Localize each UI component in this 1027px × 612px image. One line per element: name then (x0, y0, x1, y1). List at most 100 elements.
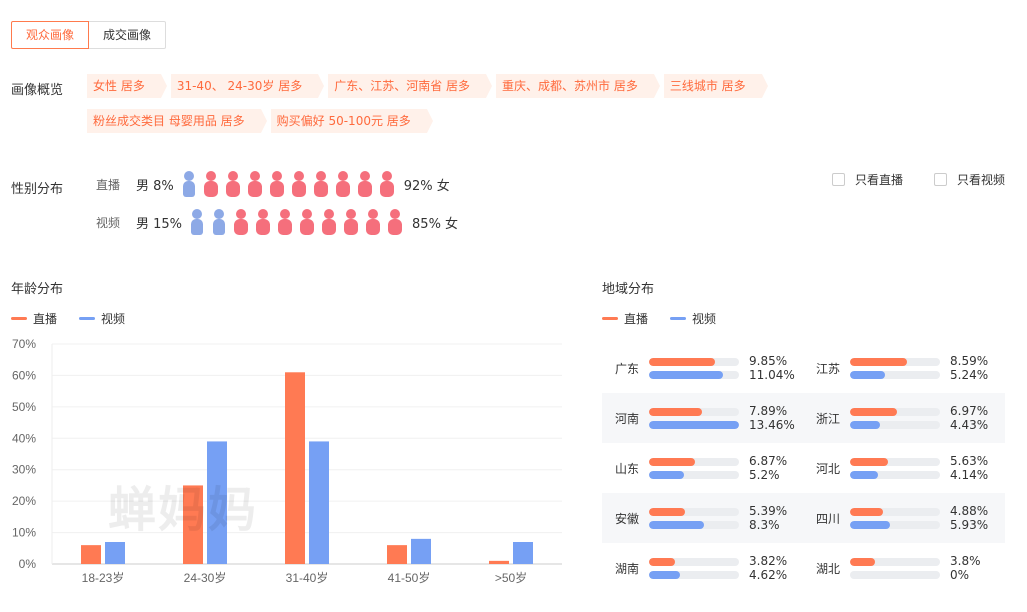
female-person-icon (356, 171, 374, 197)
female-person-icon (254, 209, 272, 235)
video-bar-track (850, 570, 940, 579)
bar-live (285, 372, 305, 564)
video-bar (649, 370, 723, 379)
tab-deal-portrait[interactable]: 成交画像 (89, 21, 167, 49)
region-item: 江苏 8.59% 5.24% (803, 354, 1004, 382)
female-percent: 85% 女 (412, 216, 459, 232)
filter-live-only[interactable]: 只看直播 (832, 171, 903, 188)
region-bars (649, 457, 739, 479)
live-percent: 9.85% (749, 354, 788, 368)
video-bar (649, 520, 704, 529)
video-percent: 4.14% (950, 468, 989, 482)
overview-tag: 广东、江苏、河南省 居多 (328, 74, 492, 98)
female-percent: 92% 女 (403, 178, 450, 194)
overview-tags: 女性 居多 31-40、 24-30岁 居多 广东、江苏、河南省 居多 重庆、成都、苏… (87, 74, 927, 133)
video-bar-track (649, 420, 739, 429)
y-tick-label: 10% (12, 526, 36, 540)
province-name: 湖南 (615, 561, 640, 576)
video-percent: 4.43% (950, 418, 989, 432)
legend-item-live[interactable]: 直播 (11, 310, 57, 327)
live-bar-track (649, 507, 739, 516)
live-bar (649, 507, 685, 516)
region-values: 4.88% 5.93% (950, 504, 988, 532)
region-values: 5.63% 4.14% (950, 454, 988, 482)
female-person-icon (298, 209, 316, 235)
male-person-icon (210, 209, 228, 235)
legend-item-video[interactable]: 视频 (670, 310, 716, 327)
region-values: 8.59% 5.24% (950, 354, 988, 382)
gender-icons (180, 171, 396, 197)
overview-tag: 粉丝成交类目 母婴用品 居多 (87, 109, 267, 133)
live-percent: 5.39% (749, 504, 788, 518)
bar-live (489, 560, 509, 564)
female-person-icon (276, 209, 294, 235)
legend-item-live[interactable]: 直播 (602, 310, 648, 327)
region-item: 湖北 3.8% 0% (803, 554, 1004, 582)
live-bar-track (850, 407, 940, 416)
filter-video-only[interactable]: 只看视频 (934, 171, 1005, 188)
legend-item-video[interactable]: 视频 (79, 310, 125, 327)
region-row: 安徽 5.39% 8.3% 四川 4.88% 5.93% (602, 493, 1005, 543)
region-bars (649, 557, 739, 579)
video-bar-track (850, 470, 940, 479)
bar-video (105, 542, 125, 564)
legend-label: 视频 (692, 312, 717, 326)
video-bar-track (649, 470, 739, 479)
live-bar (850, 557, 875, 566)
live-bar-track (850, 457, 940, 466)
x-tick-label: 41-50岁 (388, 570, 431, 585)
region-bars (850, 407, 940, 429)
y-tick-label: 20% (12, 494, 36, 508)
region-values: 3.8% 0% (950, 554, 981, 582)
x-tick-label: 31-40岁 (286, 570, 329, 585)
gender-row-video: 视频 男 15% 85% 女 (96, 209, 458, 235)
gender-row-type: 视频 (96, 215, 121, 230)
gender-row-type: 直播 (96, 177, 121, 192)
overview-tag: 三线城市 居多 (663, 74, 768, 98)
x-tick-label: >50岁 (495, 570, 527, 585)
tab-audience-portrait[interactable]: 观众画像 (11, 21, 90, 49)
province-name: 广东 (615, 361, 640, 376)
region-list: 广东 9.85% 11.04% 江苏 8.59% 5.24% 河南 7.89% 13.46% 浙江… (602, 343, 1005, 593)
region-row: 湖南 3.82% 4.62% 湖北 3.8% 0% (602, 543, 1005, 593)
legend-swatch (602, 317, 618, 320)
video-percent: 11.04% (749, 368, 795, 382)
gender-row-live: 直播 男 8% 92% 女 (96, 171, 450, 197)
live-percent: 6.87% (749, 454, 788, 468)
overview-tag: 女性 居多 (87, 74, 167, 98)
legend-swatch (79, 317, 96, 320)
province-name: 浙江 (816, 411, 841, 426)
video-bar-track (850, 520, 940, 529)
y-tick-label: 70% (12, 337, 36, 351)
female-person-icon (246, 171, 264, 197)
province-name: 河北 (816, 461, 841, 476)
female-person-icon (364, 209, 382, 235)
region-values: 5.39% 8.3% (749, 504, 787, 532)
bar-live (81, 545, 101, 564)
bar-live (183, 485, 203, 564)
checkbox[interactable] (832, 173, 845, 186)
age-legend: 直播 视频 (11, 310, 147, 327)
legend-label: 视频 (101, 312, 126, 326)
female-person-icon (312, 171, 330, 197)
region-title: 地域分布 (602, 282, 655, 297)
bar-video (411, 538, 431, 564)
region-row: 山东 6.87% 5.2% 河北 5.63% 4.14% (602, 443, 1005, 493)
region-item: 浙江 6.97% 4.43% (803, 404, 1004, 432)
video-bar (649, 420, 739, 429)
overview-tag: 31-40、 24-30岁 居多 (170, 74, 325, 98)
video-percent: 5.2% (749, 468, 780, 482)
filter-live-only-label: 只看直播 (855, 173, 904, 187)
live-percent: 6.97% (950, 404, 989, 418)
checkbox[interactable] (934, 173, 947, 186)
province-name: 江苏 (816, 361, 841, 376)
male-person-icon (180, 171, 198, 197)
female-person-icon (320, 209, 338, 235)
gender-title: 性别分布 (11, 182, 64, 197)
region-item: 山东 6.87% 5.2% (602, 454, 803, 482)
live-bar (649, 357, 715, 366)
x-tick-label: 18-23岁 (82, 570, 125, 585)
y-tick-label: 30% (12, 463, 36, 477)
overview-label: 画像概览 (11, 83, 64, 98)
video-bar (850, 470, 878, 479)
